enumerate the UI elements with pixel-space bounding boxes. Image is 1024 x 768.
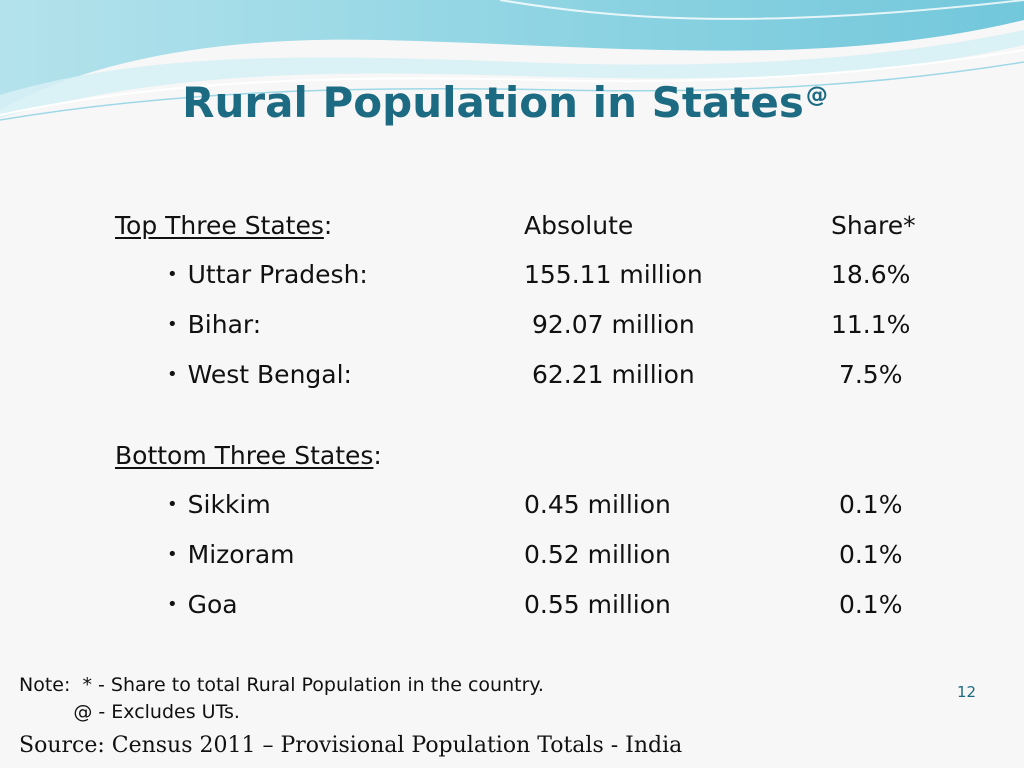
absolute-value: 0.52 million bbox=[524, 540, 671, 569]
share-value: 0.1% bbox=[831, 590, 903, 619]
column-header-absolute: Absolute bbox=[524, 211, 634, 240]
absolute-value: 155.11 million bbox=[524, 260, 703, 289]
title-superscript: @ bbox=[805, 83, 828, 108]
bullet-icon: • bbox=[167, 264, 178, 285]
page-number: 12 bbox=[957, 683, 977, 701]
bottom-heading-suffix: : bbox=[373, 441, 382, 470]
list-item: • Goa bbox=[167, 590, 238, 620]
share-value: 18.6% bbox=[831, 260, 911, 289]
list-item: • Bihar: bbox=[167, 310, 261, 340]
absolute-value: 0.55 million bbox=[524, 590, 671, 619]
top-heading: Top Three States: bbox=[115, 211, 332, 241]
bullet-icon: • bbox=[167, 364, 178, 385]
state-name: Bihar: bbox=[187, 310, 262, 339]
list-item: • Uttar Pradesh: bbox=[167, 260, 368, 290]
list-item: • West Bengal: bbox=[167, 360, 352, 390]
share-value: 0.1% bbox=[831, 540, 903, 569]
column-header-share: Share* bbox=[831, 211, 916, 240]
share-value: 7.5% bbox=[831, 360, 903, 389]
top-heading-suffix: : bbox=[323, 211, 333, 240]
state-name: West Bengal: bbox=[187, 360, 352, 389]
footnote-line-2: @ - Excludes UTs. bbox=[19, 701, 240, 723]
title-text: Rural Population in States bbox=[182, 78, 804, 127]
bottom-heading-text: Bottom Three States bbox=[115, 441, 374, 470]
slide-title: Rural Population in States@ bbox=[0, 78, 1010, 127]
state-name: Mizoram bbox=[187, 540, 295, 569]
top-heading-text: Top Three States bbox=[115, 211, 324, 240]
source-citation: Source: Census 2011 – Provisional Popula… bbox=[19, 733, 683, 758]
share-value: 11.1% bbox=[831, 310, 911, 339]
absolute-value: 62.21 million bbox=[524, 360, 695, 389]
absolute-value: 92.07 million bbox=[524, 310, 695, 339]
bullet-icon: • bbox=[167, 314, 178, 335]
state-name: Goa bbox=[187, 590, 238, 619]
list-item: • Sikkim bbox=[167, 490, 271, 520]
footnote-line-1: Note: * - Share to total Rural Populatio… bbox=[19, 674, 544, 696]
list-item: • Mizoram bbox=[167, 540, 295, 570]
absolute-value: 0.45 million bbox=[524, 490, 671, 519]
state-name: Uttar Pradesh: bbox=[187, 260, 368, 289]
bullet-icon: • bbox=[167, 594, 178, 615]
state-name: Sikkim bbox=[187, 490, 271, 519]
header-wave-decoration bbox=[0, 0, 1024, 121]
footnote: Note: * - Share to total Rural Populatio… bbox=[19, 672, 544, 726]
share-value: 0.1% bbox=[831, 490, 903, 519]
bottom-heading: Bottom Three States: bbox=[115, 441, 382, 471]
bullet-icon: • bbox=[167, 544, 178, 565]
bullet-icon: • bbox=[167, 494, 178, 515]
